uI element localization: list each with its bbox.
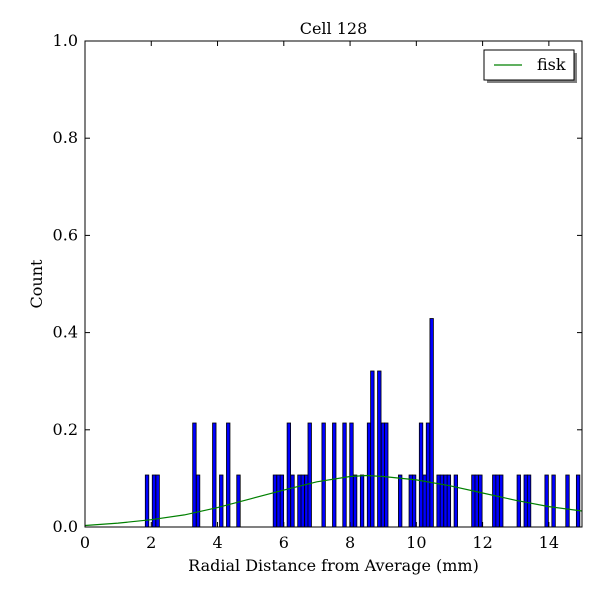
series-line-fisk [84,474,583,527]
y-tick-label: 0.2 [53,420,78,439]
x-tick-label: 0 [80,533,90,552]
histogram-bar [429,318,434,528]
histogram-bar [398,474,403,528]
histogram-bar [286,422,291,528]
y-tick-label: 1.0 [53,31,78,50]
x-tick-label: 4 [212,533,222,552]
histogram-bar [290,474,295,528]
x-tick-label: 12 [472,533,492,552]
legend: fisk [483,49,577,83]
series-lines [84,474,583,527]
histogram-bar [272,474,278,528]
x-tick-label: 2 [146,533,156,552]
histogram-bar [499,474,504,528]
x-tick-label: 6 [279,533,289,552]
histogram-bar [439,474,445,528]
y-tick-label: 0.4 [53,323,78,342]
histogram-bar [565,474,570,528]
x-tick-label: 10 [406,533,426,552]
histogram-bar [342,422,347,528]
legend-entry-label: fisk [537,55,566,74]
x-tick-label: 14 [539,533,559,552]
x-axis-label: Radial Distance from Average (mm) [188,556,479,575]
histogram-bar [212,422,217,528]
histogram-bar [478,474,483,528]
axis-ticks: 0 2 4 6 8 10 12 14 0.0 0.2 0.4 0.6 0.8 1.0 [53,31,582,552]
histogram-bar [195,474,201,528]
histogram-bar [446,474,452,528]
histogram-bar [321,422,326,528]
y-tick-label: 0.6 [53,225,78,244]
histogram-bar [236,474,241,528]
chart-title: Cell 128 [300,19,368,38]
x-tick-label: 8 [345,533,355,552]
y-axis-label: Count [27,259,46,308]
histogram-bar [453,474,458,528]
histogram-bar [349,422,354,528]
histogram-bar [544,474,549,528]
y-tick-label: 0.8 [53,128,78,147]
histogram-bar [332,422,337,528]
histogram-bar [307,422,312,528]
histogram-bar [418,422,424,528]
histogram-bar [352,474,358,528]
histogram-bar [144,474,150,528]
histogram-bar [575,474,581,528]
histogram-bar [551,474,556,528]
histogram-bars [144,318,581,528]
histogram-bar [384,422,389,528]
histogram-bar [359,474,365,528]
histogram-bar [526,474,532,528]
histogram-bar [411,474,417,528]
histogram-bar [279,474,285,528]
histogram-bar [377,370,382,528]
histogram-bar [192,422,197,528]
histogram-bar [495,474,500,528]
plot-frame [84,40,583,528]
histogram-bar [370,370,375,528]
histogram-bar [425,422,431,528]
histogram-bar [219,474,224,528]
histogram-bar [300,474,305,528]
y-tick-label: 0.0 [53,517,78,536]
histogram-bar [474,474,479,528]
histogram-bar [226,422,231,528]
